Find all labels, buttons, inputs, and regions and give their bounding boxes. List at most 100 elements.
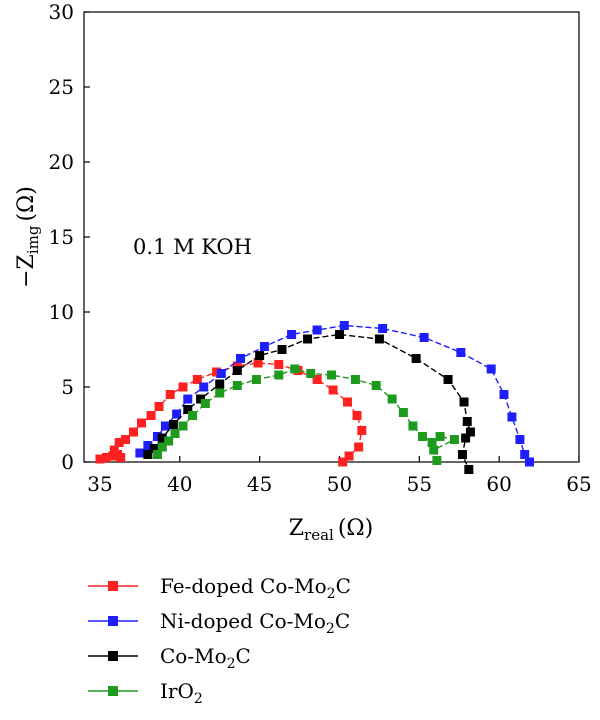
data-point [312, 375, 322, 384]
data-point [277, 345, 287, 354]
x-tick-label: 50 [327, 472, 352, 496]
data-point [419, 333, 429, 342]
data-point [465, 427, 475, 437]
data-point [449, 435, 459, 444]
data-point [352, 411, 362, 420]
data-point [109, 445, 119, 455]
data-point [215, 379, 225, 389]
data-point [165, 390, 175, 399]
data-point [116, 453, 126, 462]
data-point [374, 334, 384, 344]
legend-item: Ni-doped Co-Mo2C [88, 609, 350, 637]
legend-marker [108, 686, 118, 696]
data-point [253, 358, 263, 368]
legend-item: Fe-doped Co-Mo2C [88, 574, 351, 602]
legend-label: Co-Mo2C [160, 644, 251, 672]
data-point [456, 348, 466, 357]
series-layer [95, 321, 534, 474]
data-point [459, 397, 469, 407]
series-line [99, 362, 363, 463]
data-point [152, 450, 162, 459]
data-point [427, 438, 437, 447]
data-point [327, 370, 336, 380]
data-point [154, 402, 164, 411]
data-point [344, 451, 354, 461]
data-point [306, 369, 316, 378]
x-tick-label: 45 [247, 472, 272, 496]
data-point [149, 444, 159, 453]
data-point [342, 397, 352, 407]
data-point [157, 433, 167, 443]
y-tick-label: 5 [61, 375, 74, 399]
data-point [199, 382, 209, 392]
data-point [170, 429, 180, 438]
data-point [411, 354, 421, 363]
data-point [178, 421, 188, 431]
x-tick-label: 35 [87, 472, 112, 496]
data-point [387, 394, 397, 404]
x-axis-ticks: 35 40 45 50 55 60 65 [87, 456, 592, 496]
data-point [212, 367, 222, 377]
data-point [172, 409, 182, 419]
data-point [408, 421, 418, 431]
legend-marker [108, 616, 118, 626]
data-point [196, 394, 206, 404]
data-point [432, 456, 442, 465]
data-point [303, 334, 313, 344]
data-point [114, 438, 124, 447]
data-point [135, 448, 145, 458]
series-2 [143, 330, 475, 474]
data-point [350, 375, 360, 384]
data-point [464, 465, 474, 474]
series-3 [152, 364, 459, 465]
data-point [429, 445, 439, 455]
data-point [462, 417, 472, 426]
data-point [338, 457, 348, 467]
legend-label: Ni-doped Co-Mo2C [160, 609, 350, 637]
data-point [188, 411, 198, 420]
data-point [129, 427, 138, 437]
data-point [290, 364, 300, 374]
data-point [216, 369, 226, 378]
data-point [251, 375, 261, 384]
data-point [312, 325, 322, 335]
data-point [259, 342, 269, 351]
legend-label: IrO2 [160, 679, 203, 707]
y-axis-label: −Zimg(Ω) [14, 186, 42, 288]
x-axis-label: Zreal (Ω) [289, 516, 374, 544]
legend-marker [108, 581, 118, 591]
y-tick-label: 30 [49, 0, 74, 24]
data-point [435, 432, 445, 441]
legend-item: Co-Mo2C [88, 644, 251, 672]
data-point [143, 450, 153, 459]
data-point [515, 435, 525, 444]
x-tick-label: 65 [566, 472, 591, 496]
legend-label: Fe-doped Co-Mo2C [160, 574, 351, 602]
data-point [178, 382, 188, 392]
data-point [274, 370, 284, 380]
data-point [398, 408, 408, 417]
data-point [418, 432, 428, 441]
data-point [232, 381, 242, 390]
data-point [334, 330, 344, 339]
x-tick-label: 60 [486, 472, 511, 496]
legend-marker [108, 651, 118, 661]
data-point [274, 360, 284, 369]
data-point [101, 453, 111, 462]
y-axis-ticks: 0 5 10 15 20 25 30 [49, 0, 90, 474]
data-point [507, 412, 517, 422]
data-point [232, 366, 242, 375]
data-point [235, 354, 245, 363]
x-tick-label: 55 [407, 472, 432, 496]
data-point [520, 450, 530, 459]
data-point [378, 324, 388, 333]
y-tick-label: 0 [61, 450, 74, 474]
data-point [443, 375, 453, 384]
data-point [457, 450, 467, 459]
data-point [357, 426, 367, 435]
y-tick-label: 10 [49, 300, 74, 324]
data-point [95, 454, 105, 464]
data-point [200, 399, 210, 408]
data-point [287, 330, 297, 339]
